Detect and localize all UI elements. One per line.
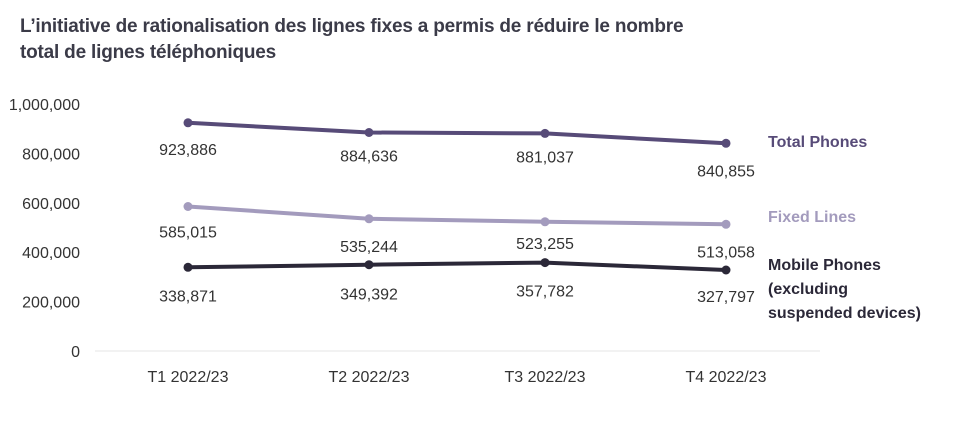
data-label: 840,855	[697, 163, 755, 180]
data-point	[540, 258, 550, 268]
data-point	[364, 260, 374, 270]
data-point	[183, 262, 193, 272]
x-tick-label: T3 2022/23	[505, 369, 586, 386]
y-tick-label: 600,000	[22, 196, 80, 213]
series-group	[183, 118, 731, 275]
data-point	[183, 118, 193, 128]
data-label: 349,392	[340, 287, 398, 304]
series-name: (excluding	[768, 281, 848, 298]
data-label: 923,886	[159, 142, 217, 159]
data-point	[721, 265, 731, 275]
data-point	[721, 219, 731, 229]
data-point	[721, 138, 731, 148]
chart-title: L’initiative de rationalisation des lign…	[20, 16, 684, 63]
series-line	[186, 204, 728, 227]
series-line	[186, 260, 728, 272]
data-label: 881,037	[516, 149, 574, 166]
data-point	[364, 214, 374, 224]
series-line	[186, 120, 728, 146]
data-point	[540, 128, 550, 138]
data-label: 338,871	[159, 288, 217, 305]
y-tick-label: 200,000	[22, 295, 80, 312]
y-tick-label: 0	[71, 344, 80, 361]
y-tick-label: 400,000	[22, 245, 80, 262]
data-label: 884,636	[340, 149, 398, 166]
x-axis: T1 2022/23 T2 2022/23 T3 2022/23 T4 2022/23	[148, 369, 767, 386]
x-tick-label: T2 2022/23	[329, 369, 410, 386]
data-label: 513,058	[697, 244, 755, 261]
data-label: 327,797	[697, 289, 755, 306]
series-name: Mobile Phones	[768, 257, 881, 274]
data-labels: 923,886 884,636 881,037 840,855 585,015 535,2…	[159, 142, 755, 306]
y-tick-label: 1,000,000	[9, 97, 80, 114]
x-tick-label: T4 2022/23	[686, 369, 767, 386]
series-name: Fixed Lines	[768, 209, 856, 226]
data-label: 357,782	[516, 284, 574, 301]
series-names: Total Phones Fixed Lines Mobile Phones (exc…	[768, 134, 921, 322]
series-name: Total Phones	[768, 134, 867, 151]
data-label: 585,015	[159, 225, 217, 242]
y-axis: 1,000,000 800,000 600,000 400,000 200,000 0	[9, 97, 80, 361]
data-label: 523,255	[516, 236, 574, 253]
data-label: 535,244	[340, 239, 398, 256]
series-name: suspended devices)	[768, 305, 921, 322]
y-tick-label: 800,000	[22, 146, 80, 163]
data-point	[540, 217, 550, 227]
data-point	[183, 202, 193, 211]
x-tick-label: T1 2022/23	[148, 369, 229, 386]
data-point	[364, 128, 374, 137]
